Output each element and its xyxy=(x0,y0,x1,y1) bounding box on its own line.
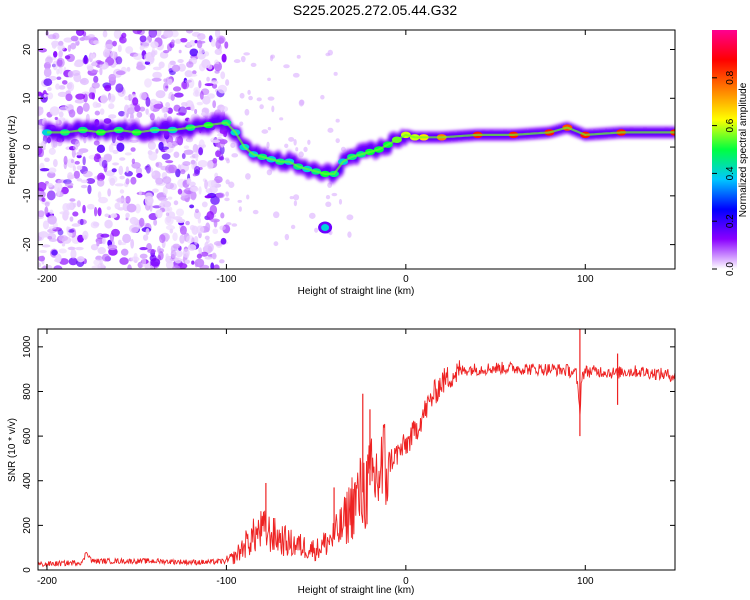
spectrogram-y-tick-label: 0 xyxy=(22,144,33,150)
spectrogram-y-tick-label: -10 xyxy=(22,188,33,203)
colorbar: 0.0 0.2 0.4 0.6 0.8 Normalized spectral ampl… xyxy=(712,30,749,276)
spectrogram-x-tick-label: 100 xyxy=(577,274,594,285)
isolated-blob xyxy=(321,224,330,232)
spectrogram-y-tick-label: -20 xyxy=(22,237,33,252)
chart-title: S225.2025.272.05.44.G32 xyxy=(292,2,458,18)
colorbar-tick-label: 0.4 xyxy=(725,166,736,180)
snr-x-tick-label: 100 xyxy=(577,576,594,587)
ridge-point xyxy=(41,129,52,136)
spectrogram-x-axis-label: Height of straight line (km) xyxy=(298,286,415,297)
snr-x-tick-label: 0 xyxy=(403,576,409,587)
spectrogram-x-tick-label: 0 xyxy=(403,274,409,285)
colorbar-gradient xyxy=(712,30,737,269)
spectrogram-y-tick-label: 20 xyxy=(22,44,33,56)
snr-y-tick-label: 600 xyxy=(22,427,33,444)
colorbar-tick-label: 0.0 xyxy=(725,262,736,276)
snr-series-line xyxy=(38,360,675,568)
spectrogram-y-axis-label: Frequency (Hz) xyxy=(7,116,18,185)
snr-y-axis-label: SNR (10 * v/v) xyxy=(7,418,18,482)
colorbar-tick-label: 0.6 xyxy=(725,118,736,132)
spectrogram-x-tick-label: -200 xyxy=(37,274,57,285)
snr-y-tick-label: 400 xyxy=(22,472,33,489)
spectrogram-y-tick-label: 10 xyxy=(22,92,33,104)
snr-x-axis-label: Height of straight line (km) xyxy=(298,585,415,596)
colorbar-tick-label: 0.2 xyxy=(725,214,736,228)
spectrogram-x-tick-label: -100 xyxy=(216,274,236,285)
snr-y-tick-label: 200 xyxy=(22,517,33,534)
snr-x-tick-label: -100 xyxy=(216,576,236,587)
colorbar-tick-label: 0.8 xyxy=(725,70,736,84)
colorbar-label: Normalized spectral amplitude xyxy=(738,82,749,217)
ridge-core xyxy=(47,121,675,175)
snr-y-tick-label: 0 xyxy=(22,567,33,573)
snr-y-tick-label: 1000 xyxy=(22,335,33,358)
snr-x-tick-label: -200 xyxy=(37,576,57,587)
snr-y-tick-label: 800 xyxy=(22,383,33,400)
